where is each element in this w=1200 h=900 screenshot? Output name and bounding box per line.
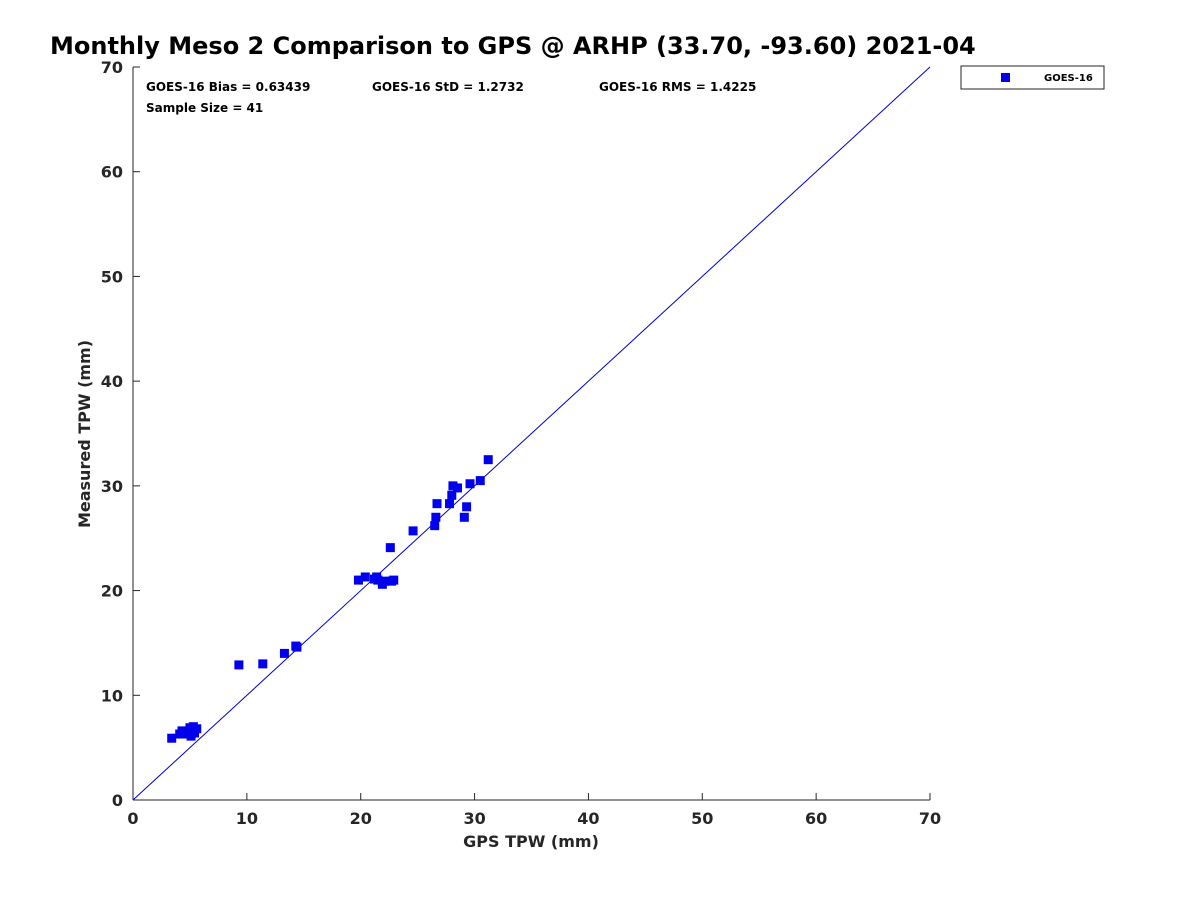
data-point xyxy=(234,660,244,670)
x-tick-label: 60 xyxy=(805,809,827,828)
stat-sample-size: Sample Size = 41 xyxy=(146,101,263,115)
data-point xyxy=(292,642,302,652)
y-tick-label: 30 xyxy=(101,477,123,496)
data-point xyxy=(431,512,441,522)
data-point xyxy=(167,733,177,743)
x-tick-label: 50 xyxy=(691,809,713,828)
data-point xyxy=(353,575,363,585)
x-tick-label: 20 xyxy=(350,809,372,828)
legend-box xyxy=(960,65,1105,90)
x-tick-label: 30 xyxy=(463,809,485,828)
data-point xyxy=(475,476,485,486)
data-point xyxy=(459,512,469,522)
data-point xyxy=(389,575,399,585)
stat-bias: GOES-16 Bias = 0.63439 xyxy=(146,80,310,94)
scatter-points xyxy=(167,455,493,743)
data-point xyxy=(380,576,390,586)
data-point xyxy=(465,479,475,489)
y-axis-label: Measured TPW (mm) xyxy=(75,340,94,528)
x-axis-label: GPS TPW (mm) xyxy=(463,832,599,851)
y-tick-label: 20 xyxy=(101,582,123,601)
legend: GOES-16 xyxy=(960,65,1105,90)
axis-ticks: 0 10 20 30 40 50 60 70 0 10 20 30 40 50 60 70 xyxy=(101,58,941,828)
x-tick-label: 40 xyxy=(577,809,599,828)
legend-label-goes16: GOES-16 xyxy=(1044,73,1093,84)
data-point xyxy=(258,659,268,669)
x-tick-label: 0 xyxy=(127,809,138,828)
data-point xyxy=(430,521,440,531)
data-point xyxy=(432,499,442,509)
stat-std: GOES-16 StD = 1.2732 xyxy=(372,80,524,94)
data-point xyxy=(188,722,198,732)
data-point xyxy=(385,543,395,553)
y-tick-label: 40 xyxy=(101,372,123,391)
data-point xyxy=(360,572,370,582)
data-point xyxy=(462,502,472,512)
data-point xyxy=(445,499,455,509)
y-tick-label: 60 xyxy=(101,163,123,182)
y-tick-label: 10 xyxy=(101,686,123,705)
chart-title: Monthly Meso 2 Comparison to GPS @ ARHP … xyxy=(50,32,976,60)
legend-marker-goes16 xyxy=(1001,73,1010,82)
x-tick-label: 10 xyxy=(236,809,258,828)
data-point xyxy=(483,455,493,465)
y-tick-label: 0 xyxy=(112,791,123,810)
identity-reference-line xyxy=(132,66,931,801)
data-point xyxy=(373,575,383,585)
data-point xyxy=(448,481,458,491)
x-tick-label: 70 xyxy=(919,809,941,828)
y-tick-label: 50 xyxy=(101,267,123,286)
data-point xyxy=(447,490,457,500)
y-tick-label: 70 xyxy=(101,58,123,77)
stat-rms: GOES-16 RMS = 1.4225 xyxy=(599,80,756,94)
data-point xyxy=(408,526,418,536)
data-point xyxy=(452,483,462,493)
data-point xyxy=(279,648,289,658)
